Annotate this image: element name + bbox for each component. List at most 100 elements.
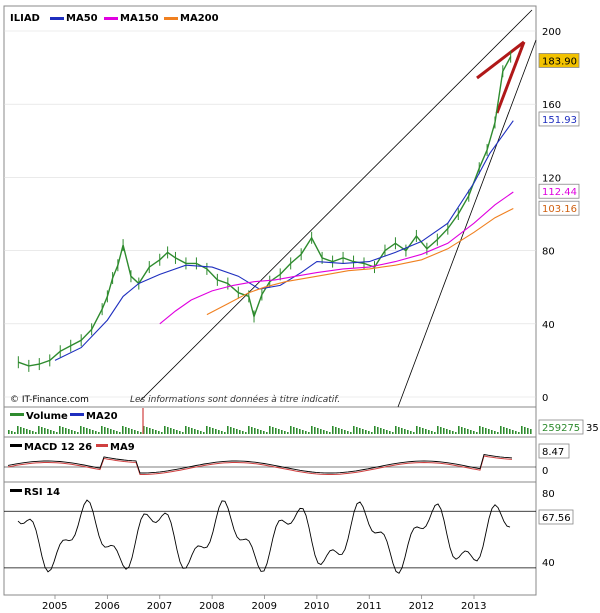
volume-bar [281,430,283,434]
volume-bar [140,432,142,434]
volume-bar [530,429,532,434]
legend-ma50: MA50 [66,13,98,24]
volume-bar [410,431,412,434]
volume-bar [455,432,457,434]
volume-bar [23,428,25,434]
macd-line [7,453,513,474]
volume-bar [38,426,40,434]
volume-bar [188,427,190,434]
rsi-line [17,499,511,574]
volume-bar [35,432,37,434]
volume-bar [320,429,322,434]
volume-bar [86,428,88,434]
volume-bar [329,432,331,434]
volume-bar [434,432,436,434]
volume-bar [407,430,409,434]
legend-swatch-ma200 [164,17,178,20]
volume-bar [512,430,514,434]
volume-bar [191,428,193,434]
legend-rsi: RSI 14 [24,487,60,498]
volume-bar [59,426,61,434]
volume-bar [143,426,145,434]
volume-bar [287,432,289,434]
volume-bar [134,430,136,434]
volume-cut-label: 35 [586,423,599,434]
rsi-panel-frame [3,481,537,596]
volume-bar [392,432,394,434]
volume-bar [257,429,259,434]
volume-bar [395,426,397,434]
volume-bar [107,428,109,434]
legend-swatch-ma150 [104,17,118,20]
volume-bar [254,428,256,434]
volume-bar [14,432,16,434]
x-tick-label: 2012 [409,601,434,612]
legend-swatch-ma50 [50,17,64,20]
volume-bar [377,427,379,434]
volume-bar [308,432,310,434]
volume-bar [95,431,97,434]
volume-bar [209,427,211,434]
volume-bar [437,426,439,434]
volume-bar [521,426,523,434]
volume-bar [443,428,445,434]
last-value-box [538,183,580,199]
volume-bar [524,427,526,434]
volume-bar [224,432,226,434]
volume-bar [509,429,511,434]
volume-bar [200,431,202,434]
y-tick-label: 200 [542,27,561,38]
volume-bar [479,426,481,434]
volume-bar [194,429,196,434]
macd-signal-line [7,455,513,475]
volume-bar [515,431,517,434]
volume-bar [119,432,121,434]
volume-bar [173,429,175,434]
volume-bar [152,429,154,434]
volume-bar [230,427,232,434]
volume-bar [245,432,247,434]
volume-bar [122,426,124,434]
volume-bar [362,429,364,434]
volume-bar [401,428,403,434]
macd-lines [4,453,536,475]
volume-bar [8,430,10,434]
volume-bar [389,431,391,434]
volume-bar [290,426,292,434]
volume-bar [47,429,49,434]
macd-last-box [538,443,570,459]
volume-bar [71,430,73,434]
volume-bar [20,427,22,434]
volume-bar [260,430,262,434]
volume-bar [317,428,319,434]
y-tick-label: 80 [542,247,555,258]
volume-bar [452,431,454,434]
volume-bar [263,431,265,434]
volume-bar [296,428,298,434]
volume-bar [227,426,229,434]
volume-bar [92,430,94,434]
x-tick-label: 2009 [252,601,277,612]
legend-swatch-volume [10,413,24,416]
legend-ma200: MA200 [180,13,219,24]
volume-bar [170,428,172,434]
x-tick-label: 2005 [42,601,67,612]
rsi-tick-80: 80 [542,489,555,500]
volume-bar [278,429,280,434]
volume-bar [89,429,91,434]
volume-bar [29,430,31,434]
volume-bar [185,426,187,434]
volume-bar [179,431,181,434]
disclaimer-text: Les informations sont données à titre in… [130,394,340,405]
last-value-label: 183.90 [542,56,577,67]
volume-bar [473,431,475,434]
x-tick-label: 2007 [147,601,172,612]
volume-bar [131,429,133,434]
rsi-last-box [538,509,574,525]
volume-bar [68,429,70,434]
volume-bar [104,427,106,434]
volume-bar [356,427,358,434]
volume-bar [293,427,295,434]
volume-bar [311,426,313,434]
